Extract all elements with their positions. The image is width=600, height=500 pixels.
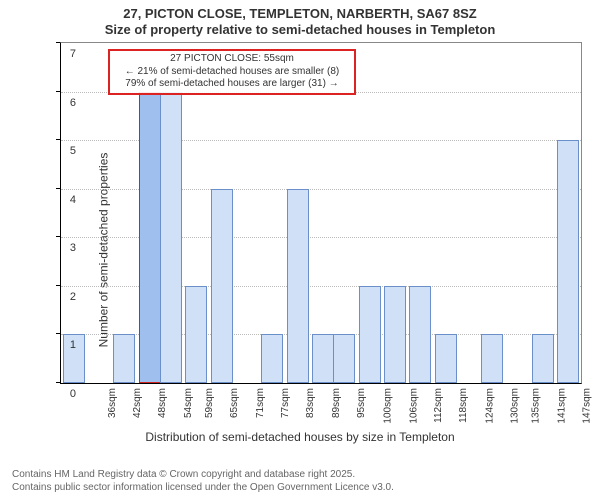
chart-container: { "chart": { "type": "histogram", "title… [0,0,600,500]
y-tick-label: 6 [46,97,76,109]
histogram-bar [532,334,554,383]
y-tick-mark [56,333,60,334]
y-tick-label: 5 [46,145,76,157]
y-tick-mark [56,382,60,383]
footer-line2: Contains public sector information licen… [12,481,394,494]
x-tick-label: 42sqm [132,388,143,418]
x-tick-label: 36sqm [107,388,118,418]
x-tick-label: 95sqm [356,388,367,418]
x-tick-label: 130sqm [510,388,521,424]
x-tick-label: 106sqm [408,388,419,424]
x-tick-label: 83sqm [305,388,316,418]
histogram-bar [359,286,381,383]
y-tick-label: 4 [46,194,76,206]
histogram-bar [113,334,135,383]
histogram-bar-highlight [139,92,161,383]
x-tick-label: 65sqm [229,388,240,418]
histogram-bar [211,189,233,383]
histogram-bar [333,334,355,383]
histogram-bar [160,92,182,383]
y-tick-mark [56,42,60,43]
x-tick-label: 135sqm [531,388,542,424]
y-tick-mark [56,285,60,286]
x-tick-label: 71sqm [255,388,266,418]
y-tick-label: 3 [46,242,76,254]
footer-line1: Contains HM Land Registry data © Crown c… [12,468,394,481]
histogram-bar [384,286,406,383]
x-tick-label: 89sqm [331,388,342,418]
x-tick-label: 141sqm [556,388,567,424]
histogram-bar [557,140,579,383]
x-tick-label: 100sqm [383,388,394,424]
histogram-bar [435,334,457,383]
annotation-box: 27 PICTON CLOSE: 55sqm ← 21% of semi-det… [108,49,356,95]
chart-title-line1: 27, PICTON CLOSE, TEMPLETON, NARBERTH, S… [0,6,600,21]
y-tick-label: 0 [46,388,76,400]
y-tick-mark [56,236,60,237]
histogram-bar [481,334,503,383]
x-tick-label: 118sqm [458,388,469,423]
x-tick-label: 59sqm [204,388,215,418]
x-tick-label: 147sqm [582,388,593,424]
y-tick-mark [56,91,60,92]
histogram-bar [287,189,309,383]
footer-attribution: Contains HM Land Registry data © Crown c… [12,468,394,494]
x-tick-label: 54sqm [183,388,194,418]
x-tick-label: 124sqm [484,388,495,424]
x-tick-label: 77sqm [280,388,291,418]
x-axis-label: Distribution of semi-detached houses by … [0,430,600,444]
y-tick-label: 1 [46,339,76,351]
y-tick-mark [56,139,60,140]
histogram-bar [409,286,431,383]
annotation-line2: ← 21% of semi-detached houses are smalle… [114,66,350,79]
y-tick-label: 7 [46,48,76,60]
annotation-line3: 79% of semi-detached houses are larger (… [114,78,350,91]
y-tick-label: 2 [46,291,76,303]
histogram-bar [185,286,207,383]
annotation-line1: 27 PICTON CLOSE: 55sqm [114,53,350,66]
x-tick-label: 112sqm [433,388,444,423]
chart-title-line2: Size of property relative to semi-detach… [0,22,600,37]
histogram-bar [261,334,283,383]
histogram-bar [312,334,334,383]
y-tick-mark [56,188,60,189]
x-tick-label: 48sqm [157,388,168,418]
